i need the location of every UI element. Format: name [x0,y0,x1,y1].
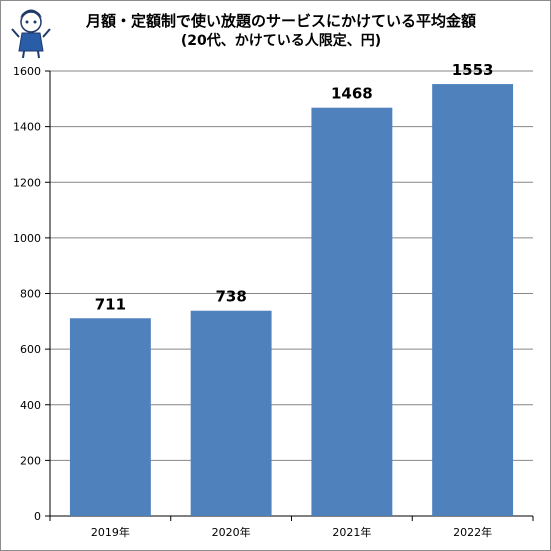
x-tick-label: 2022年 [453,525,492,539]
bar [69,318,151,516]
y-tick-label: 400 [20,399,41,412]
data-label: 738 [215,288,246,306]
data-label: 711 [95,295,126,313]
bar [311,107,393,517]
data-label: 1553 [452,61,494,79]
bar [190,310,272,516]
y-tick-label: 200 [20,454,41,467]
y-tick-label: 1000 [13,232,41,245]
y-tick-label: 1200 [13,176,41,189]
x-tick-label: 2020年 [212,525,251,539]
chart-subtitle: (20代、かけている人限定、円) [180,33,382,49]
data-label: 1468 [331,85,373,103]
chart-title: 月額・定額制で使い放題のサービスにかけている平均金額 (20代、かけている人限定… [61,11,501,51]
chart-title-line1: 月額・定額制で使い放題のサービスにかけている平均金額 [85,12,476,30]
x-tick-label: 2019年 [91,525,130,539]
x-tick-label: 2021年 [332,525,371,539]
y-tick-label: 1400 [13,121,41,134]
y-tick-label: 800 [20,288,41,301]
mascot-icon [11,9,51,59]
y-tick-label: 1600 [13,65,41,78]
y-tick-label: 0 [34,510,41,523]
bar [432,84,514,517]
y-tick-label: 600 [20,343,41,356]
